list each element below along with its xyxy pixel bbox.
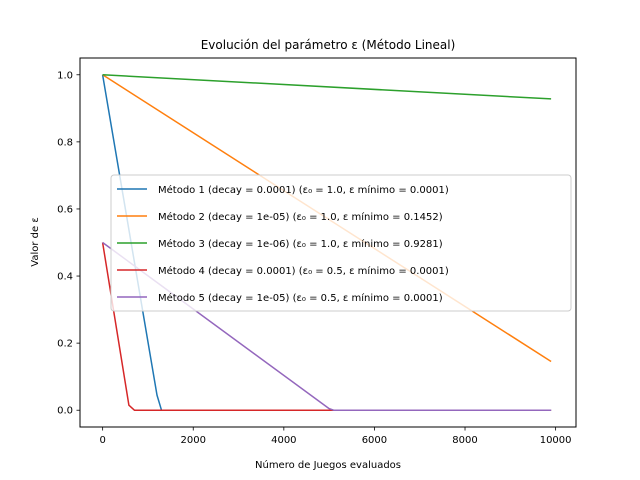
y-tick-label: 0.0 bbox=[57, 406, 73, 417]
y-tick-label: 0.6 bbox=[57, 204, 73, 215]
x-axis: 0 2000 4000 6000 8000 10000 bbox=[99, 427, 572, 446]
legend-label-4: Método 4 (decay = 0.0001) (ε₀ = 0.5, ε m… bbox=[158, 265, 449, 277]
y-axis: 0.0 0.2 0.4 0.6 0.8 1.0 bbox=[57, 70, 80, 417]
legend-label-2: Método 2 (decay = 1e-05) (ε₀ = 1.0, ε mí… bbox=[158, 211, 443, 223]
y-tick-label: 0.4 bbox=[57, 272, 73, 283]
y-tick-label: 0.8 bbox=[57, 137, 73, 148]
legend-label-5: Método 5 (decay = 1e-05) (ε₀ = 0.5, ε mí… bbox=[158, 292, 443, 304]
legend-box bbox=[110, 174, 572, 312]
series-line-3 bbox=[102, 74, 552, 100]
series-line-5 bbox=[102, 241, 552, 411]
x-tick-label: 2000 bbox=[181, 435, 206, 446]
x-tick-label: 4000 bbox=[271, 435, 296, 446]
axes-frame bbox=[79, 57, 577, 428]
x-tick-label: 6000 bbox=[362, 435, 387, 446]
y-tick-label: 1.0 bbox=[57, 70, 73, 81]
x-tick-label: 0 bbox=[99, 435, 105, 446]
x-axis-label: Número de Juegos evaluados bbox=[255, 459, 401, 471]
y-tick-label: 0.2 bbox=[57, 339, 73, 350]
chart-title: Evolución del parámetro ε (Método Lineal… bbox=[201, 38, 456, 52]
legend-label-3: Método 3 (decay = 1e-06) (ε₀ = 1.0, ε mí… bbox=[158, 238, 443, 250]
legend-label-1: Método 1 (decay = 0.0001) (ε₀ = 1.0, ε m… bbox=[158, 184, 449, 196]
x-tick-label: 10000 bbox=[540, 435, 572, 446]
x-tick-label: 8000 bbox=[452, 435, 477, 446]
y-axis-label: Valor de ε bbox=[30, 217, 41, 266]
legend: Método 1 (decay = 0.0001) (ε₀ = 1.0, ε m… bbox=[110, 174, 572, 312]
